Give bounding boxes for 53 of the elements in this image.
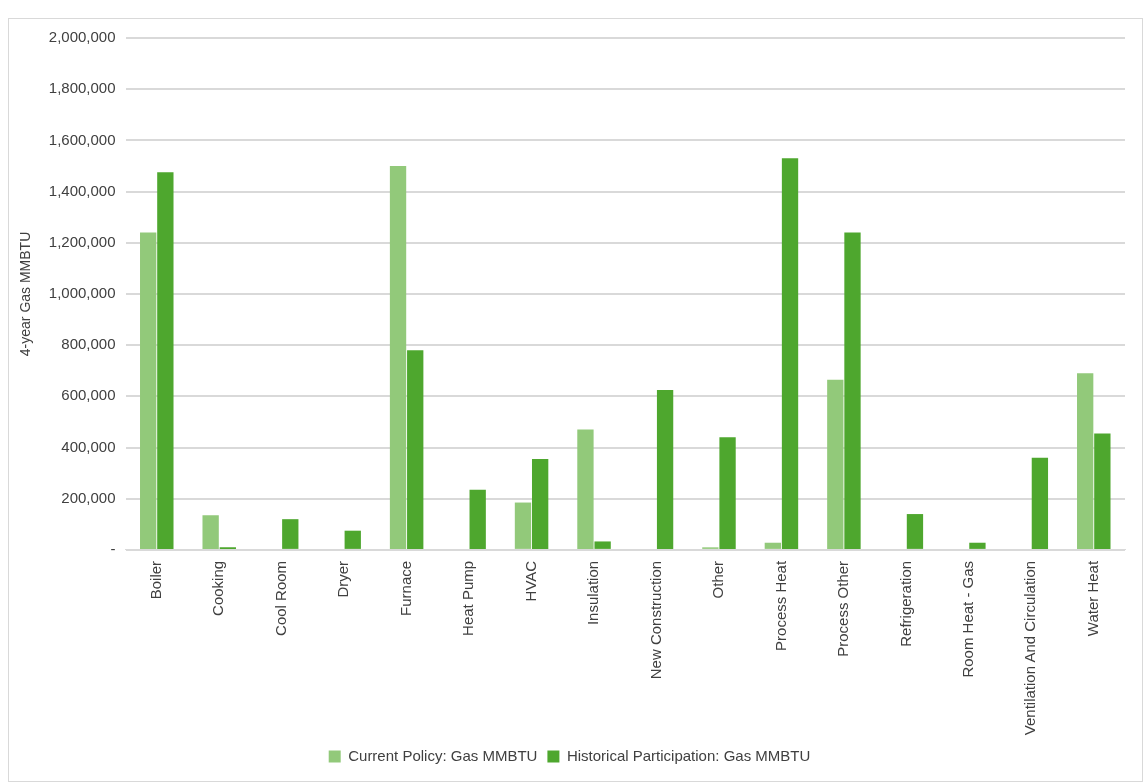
y-tick-label: 1,000,000	[48, 284, 116, 302]
bar	[764, 542, 781, 549]
x-tick-label: Room Heat - Gas	[958, 560, 976, 678]
x-tick-label: Refrigeration	[896, 560, 914, 647]
bar	[1031, 457, 1049, 549]
y-tick-label: 600,000	[61, 386, 116, 404]
bar	[140, 232, 157, 549]
y-tick-label: 1,800,000	[48, 79, 116, 97]
x-tick-label: Heat Pump	[459, 560, 477, 636]
x-tick-label: Process Other	[834, 560, 852, 657]
x-tick-label: Ventilation And Circulation	[1021, 560, 1039, 736]
bar	[157, 172, 174, 549]
bar	[344, 530, 361, 549]
y-tick-label: 1,400,000	[48, 181, 116, 199]
bar	[577, 429, 594, 549]
bar	[514, 502, 532, 549]
bar	[282, 519, 299, 549]
legend-label: Current Policy: Gas MMBTU	[348, 746, 538, 764]
bar	[656, 389, 674, 549]
bar	[1094, 433, 1111, 549]
x-tick-label: Cooking	[209, 560, 227, 616]
bar	[781, 158, 799, 549]
bar	[844, 232, 861, 549]
y-axis-title: 4-year Gas MMBTU	[17, 231, 34, 357]
bar	[594, 541, 611, 549]
x-tick-label: Dryer	[334, 560, 352, 598]
legend-label: Historical Participation: Gas MMBTU	[566, 746, 811, 764]
y-tick-label: 1,600,000	[48, 130, 116, 148]
x-tick-label: Other	[709, 560, 727, 599]
bar	[469, 489, 486, 549]
x-tick-label: Water Heat	[1083, 560, 1101, 637]
x-tick-label: Process Heat	[771, 560, 789, 651]
x-tick-label: HVAC	[521, 560, 539, 602]
x-tick-label: New Construction	[646, 560, 664, 680]
y-tick-label: 1,200,000	[48, 232, 116, 250]
x-tick-label: Boiler	[146, 560, 164, 600]
bar	[827, 379, 844, 549]
bar	[389, 165, 407, 549]
bar	[532, 459, 549, 549]
y-tick-label: 800,000	[61, 335, 116, 353]
bar	[906, 514, 924, 549]
y-tick-label: 400,000	[61, 437, 116, 455]
bar	[202, 515, 219, 549]
y-tick-label: 2,000,000	[48, 28, 116, 46]
y-tick-label: -	[110, 540, 116, 558]
bar	[1077, 373, 1094, 549]
x-tick-label: Insulation	[584, 560, 602, 626]
x-tick-label: Furnace	[396, 560, 414, 616]
bar	[719, 437, 736, 549]
bar	[407, 350, 424, 549]
y-tick-label: 200,000	[61, 488, 116, 506]
x-tick-label: Cool Room	[271, 560, 289, 636]
bar	[969, 542, 986, 549]
